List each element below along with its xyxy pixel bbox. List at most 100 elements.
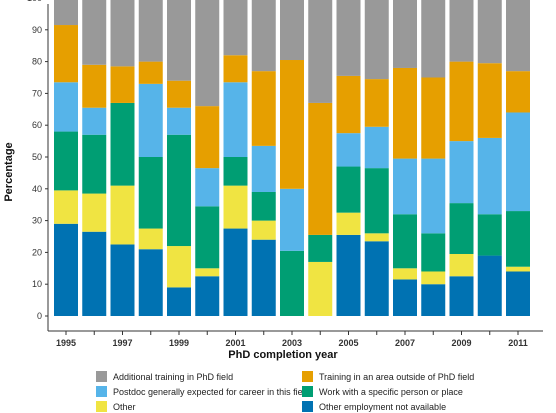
bar-segment-1998-6 [138,0,163,62]
bar-segment-1999-1 [167,287,191,316]
bar-segment-2007-6 [393,0,417,68]
bar-segment-2009-4 [449,141,474,204]
bar-segment-1996-5 [82,64,107,108]
bar-segment-2001-2 [223,185,248,229]
bar-segment-2007-2 [393,268,417,280]
x-tick-label: 1995 [56,338,76,348]
bar-segment-2001-1 [223,228,248,316]
bar-segment-2008-5 [421,77,446,159]
bar-segment-2006-2 [364,233,389,242]
x-tick-label: 2003 [282,338,302,348]
bar-segment-2002-1 [251,239,276,316]
x-tick-label: 2011 [508,338,528,348]
y-tick-label: 90 [32,25,42,35]
bar-segment-2010-5 [477,63,502,138]
bar-segment-2007-4 [393,158,417,215]
bar-segment-2002-5 [251,71,276,146]
legend-label: Other employment not available [319,401,447,412]
legend-swatch [302,401,313,412]
bar-segment-2008-1 [421,284,446,316]
legend-swatch [96,386,107,397]
bar-segment-1996-1 [82,231,107,316]
bar-segment-2011-3 [506,211,530,267]
legend-swatch [96,371,107,382]
x-tick-label: 2005 [338,338,358,348]
bar-segment-2003-5 [280,60,304,189]
bar-segment-1998-3 [138,157,163,229]
bar-segment-2009-6 [449,0,474,62]
y-tick-label: 20 [32,247,42,257]
legend-label: Postdoc generally expected for career in… [113,386,310,397]
y-tick-label: 100 [27,0,42,3]
bar-segment-2008-2 [421,271,446,285]
legend-item: Work with a specific person or place [302,385,536,398]
bar-segment-2003-4 [280,188,304,251]
x-tick-label: 2007 [395,338,415,348]
bar-segment-1995-4 [54,82,78,132]
y-tick-label: 0 [37,311,42,321]
bar-segment-2010-4 [477,137,502,215]
legend-item: Additional training in PhD field [96,370,302,383]
bar-segment-2005-5 [336,75,361,134]
legend-swatch [96,401,107,412]
bar-segment-2008-6 [421,0,446,78]
bar-segment-1999-4 [167,107,191,135]
bar-segment-1998-4 [138,83,163,157]
bar-segment-1998-1 [138,249,163,316]
bar-segment-2005-4 [336,133,361,167]
bar-segment-2009-2 [449,253,474,277]
bar-segment-2001-3 [223,157,248,186]
y-tick-label: 40 [32,184,42,194]
bar-segment-1995-1 [54,223,78,316]
bar-segment-1997-2 [110,185,135,245]
legend: Additional training in PhD field Training… [96,370,536,413]
bar-segment-2007-1 [393,279,417,316]
y-tick-label: 60 [32,120,42,130]
legend-swatch [302,386,313,397]
y-axis-label: Percentage [3,142,15,201]
bar-segment-1997-5 [110,66,135,103]
bar-segment-2006-5 [364,79,389,127]
bar-segment-2005-6 [336,0,361,76]
x-tick-label: 1997 [112,338,132,348]
bar-segment-2000-6 [195,0,220,107]
bar-segment-1999-2 [167,246,191,288]
bar-segment-1998-5 [138,61,163,84]
legend-item: Other [96,400,302,413]
bar-segment-2000-5 [195,106,220,169]
bar-segment-1999-3 [167,134,191,247]
bar-segment-1996-4 [82,107,107,135]
bar-segment-1998-2 [138,228,163,250]
bar-segment-1995-5 [54,25,78,83]
bar-segment-2011-5 [506,71,530,113]
y-tick-label: 70 [32,88,42,98]
legend-swatch [302,371,313,382]
bar-segment-1995-3 [54,131,78,191]
bar-segment-2003-3 [280,250,304,316]
bar-segment-2008-3 [421,233,446,272]
bar-segment-2006-1 [364,241,389,316]
y-tick-label: 80 [32,57,42,67]
bar-segment-2005-1 [336,234,361,316]
bar-segment-1996-3 [82,134,107,194]
bar-segment-2009-5 [449,61,474,142]
x-tick-label: 2001 [225,338,245,348]
bar-segment-2003-6 [280,0,304,61]
bar-segment-2000-3 [195,206,220,269]
bar-segment-2001-4 [223,82,248,157]
bar-segment-2000-1 [195,276,220,316]
bar-segment-1995-2 [54,190,78,224]
bar-segment-2006-4 [364,126,389,169]
y-tick-label: 50 [32,152,42,162]
y-tick-label: 30 [32,216,42,226]
bar-segment-2000-2 [195,268,220,277]
stacked-bar-chart: 0 10 20 30 40 50 60 70 80 90 100 1995 1997 1999 2001 2… [3,0,543,361]
legend-label: Training in an area outside of PhD field [319,371,475,382]
x-tick-label: 2009 [451,338,471,348]
bar-segment-1997-3 [110,102,135,186]
bar-segment-2004-6 [308,0,333,103]
bar-segment-2007-5 [393,67,417,159]
bar-segment-1997-6 [110,0,135,67]
y-tick-label: 10 [32,279,42,289]
bar-segment-2006-6 [364,0,389,80]
